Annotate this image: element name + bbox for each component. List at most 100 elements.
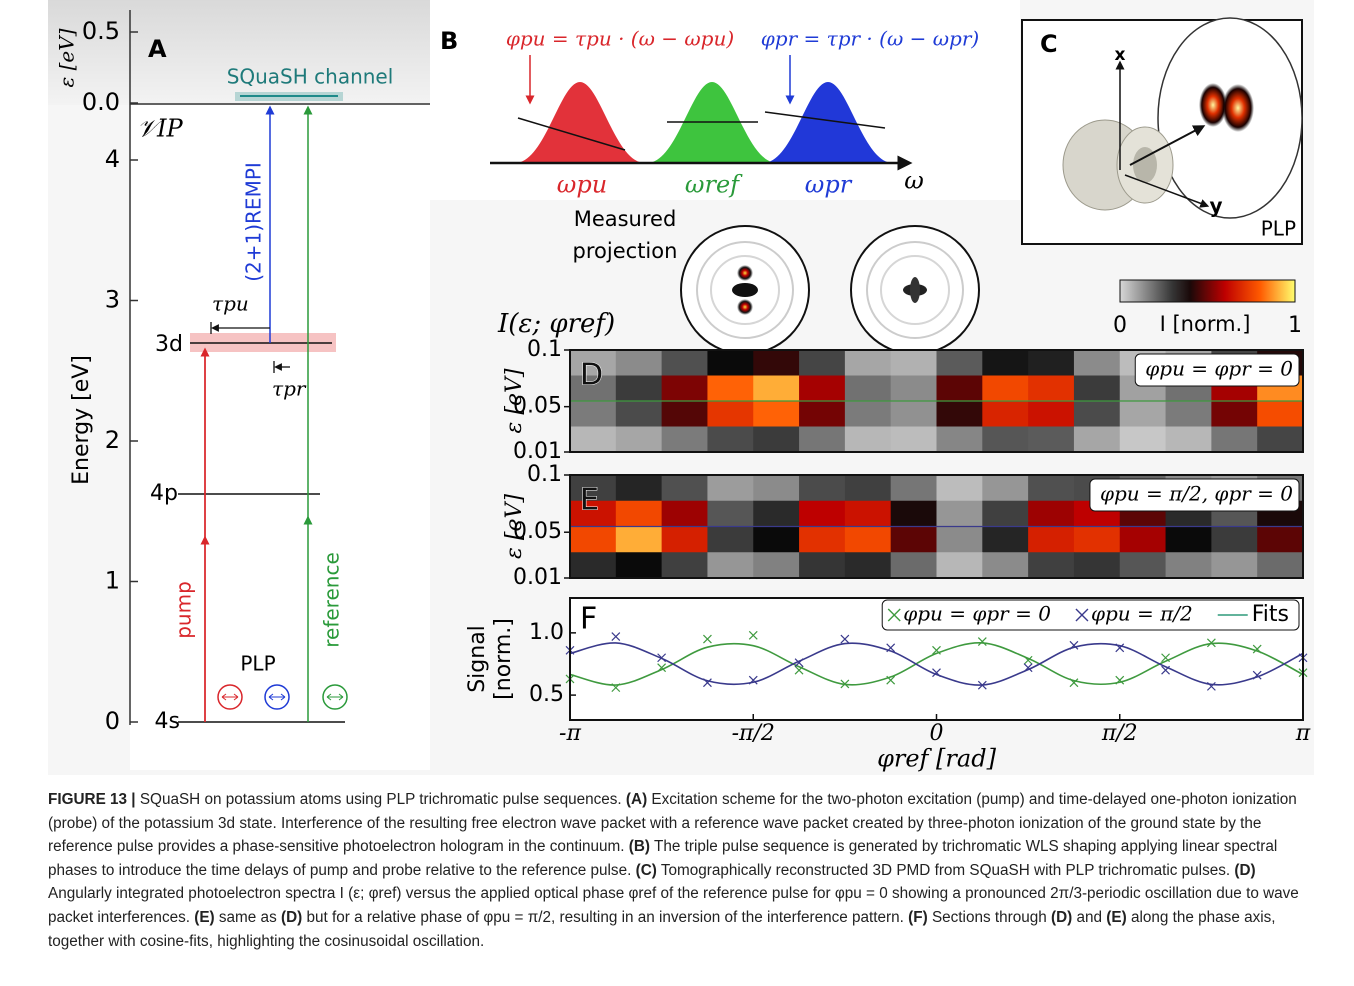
caption-text: FIGURE 13 |: [48, 791, 140, 808]
heat-cell: [570, 527, 616, 553]
pump-label: pump: [172, 581, 196, 639]
heat-cell: [891, 401, 937, 427]
heat-cell: [937, 401, 983, 427]
heat-cell: [937, 350, 983, 376]
heat-cell: [753, 501, 799, 527]
heat-cell: [845, 527, 891, 553]
heat-cell: [1120, 427, 1166, 453]
heat-cell: [845, 401, 891, 427]
tick-label: 0.0: [82, 88, 120, 116]
spectrum-label: I(ε; φref): [497, 309, 615, 339]
x-tick-label: 0: [930, 721, 944, 746]
page: A Energy [eV] ε [eV] 𝒱IP SQuaSH channel …: [0, 0, 1354, 986]
panel-label: C: [1040, 30, 1058, 58]
heat-cell: [707, 501, 753, 527]
heat-cell: [1074, 527, 1120, 553]
caption-text: Tomographically reconstructed 3D PMD fro…: [657, 862, 1235, 879]
legend-label: φpu = φpr = 0: [903, 602, 1051, 626]
heat-cell: [707, 552, 753, 578]
panel-label: A: [148, 35, 167, 63]
caption-text: (E): [1106, 909, 1126, 926]
heat-cell: [616, 501, 662, 527]
heat-cell: [1166, 527, 1212, 553]
heat-cell: [570, 427, 616, 453]
colorbar: [1120, 280, 1295, 302]
level-label: 4s: [155, 709, 180, 734]
panel-label: F: [580, 602, 597, 637]
colorbar-tick: 0: [1113, 313, 1127, 338]
y-label: ε [eV]: [502, 494, 527, 559]
heat-cell: [1028, 401, 1074, 427]
heat-cell: [570, 401, 616, 427]
heat-cell: [891, 475, 937, 501]
caption-text: (E): [194, 909, 214, 926]
axis-label: x: [1115, 45, 1126, 65]
heat-cell: [1166, 401, 1212, 427]
heat-cell: [799, 350, 845, 376]
heat-cell: [616, 527, 662, 553]
phase-formula: φpu = τpu · (ω − ωpu): [506, 27, 734, 51]
tick-label: 0: [105, 707, 120, 735]
y-tick-label: 0.01: [513, 439, 562, 464]
heat-cell: [937, 475, 983, 501]
legend-label: φpu = π/2: [1091, 602, 1193, 626]
panel-label: B: [440, 27, 458, 55]
heat-cell: [982, 552, 1028, 578]
level-label: 4p: [150, 481, 178, 506]
y-label: Signal: [465, 625, 490, 693]
heat-cell: [845, 376, 891, 402]
heat-cell: [1257, 427, 1303, 453]
heat-cell: [891, 527, 937, 553]
heat-cell: [616, 401, 662, 427]
heat-cell: [845, 350, 891, 376]
caption-text: (F): [908, 909, 928, 926]
heat-cell: [1211, 401, 1257, 427]
tau-pr: τpr: [272, 377, 307, 401]
y-label: [norm.]: [491, 618, 516, 700]
heat-cell: [1074, 552, 1120, 578]
y-tick-label: 0.01: [513, 565, 562, 590]
projection-lobe: [737, 265, 753, 281]
heat-cell: [662, 552, 708, 578]
caption-text: (D): [281, 909, 302, 926]
heat-cell: [616, 552, 662, 578]
heat-cell: [662, 501, 708, 527]
heat-cell: [891, 350, 937, 376]
heat-cell: [1257, 527, 1303, 553]
y-tick-label: 0.1: [527, 337, 562, 362]
panel-c: C x y PLP: [1022, 18, 1302, 244]
x-tick-label: -π: [559, 721, 581, 746]
heat-cell: [982, 350, 1028, 376]
heat-cell: [1074, 376, 1120, 402]
y-tick-label: 1.0: [529, 620, 564, 645]
heat-cell: [707, 401, 753, 427]
colorbar-tick: 1: [1288, 313, 1302, 338]
annotation: φpu = π/2, φpr = 0: [1100, 482, 1293, 506]
heat-cell: [845, 501, 891, 527]
tick-label: 4: [105, 145, 120, 173]
heat-cell: [753, 427, 799, 453]
y-tick-label: 0.1: [527, 462, 562, 487]
heat-cell: [1120, 552, 1166, 578]
heat-cell: [662, 376, 708, 402]
heat-cell: [982, 376, 1028, 402]
heat-cell: [799, 427, 845, 453]
omega-label: ωref: [685, 171, 743, 199]
caption-text: (D): [1234, 862, 1255, 879]
reference-label: reference: [320, 552, 344, 648]
tau-pu: τpu: [212, 292, 249, 316]
heat-cell: [937, 527, 983, 553]
heat-cell: [1166, 427, 1212, 453]
caption-text: and: [1072, 909, 1106, 926]
heat-cell: [799, 376, 845, 402]
projection-lobe: [737, 299, 753, 315]
heat-cell: [891, 552, 937, 578]
tick-label: 2: [105, 426, 120, 454]
x-tick-label: π: [1295, 721, 1311, 746]
omega-label: ωpu: [557, 171, 607, 199]
heat-cell: [616, 427, 662, 453]
caption-text: (B): [629, 838, 650, 855]
figure: A Energy [eV] ε [eV] 𝒱IP SQuaSH channel …: [0, 0, 1354, 782]
heat-cell: [570, 552, 616, 578]
measured-label: projection: [573, 239, 678, 263]
